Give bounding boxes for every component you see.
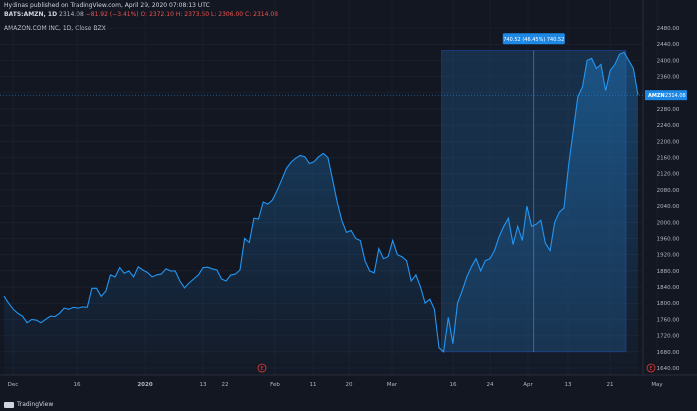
price-axis[interactable]: 2480.002440.002400.002360.002320.002280.… — [642, 0, 680, 375]
price-tag-symbol: AMZN — [648, 93, 665, 99]
x-tick-label: 22 — [222, 382, 229, 388]
footer: TradingView — [4, 401, 53, 408]
ohlc-open: O: 2372.10 — [140, 11, 174, 18]
measure-label: 740.52 (46.45%) 740.52 — [503, 37, 564, 43]
y-tick-label: 2120.00 — [657, 172, 680, 178]
x-tick-label: Apr — [523, 382, 533, 388]
x-tick-label: 21 — [607, 382, 614, 388]
x-tick-label: 16 — [450, 382, 457, 388]
earnings-event-glyph: E — [260, 366, 263, 372]
x-tick-label: 13 — [565, 382, 572, 388]
overlays: AMZN 2314.08 E E — [0, 90, 687, 373]
symbol-label: BATS:AMZN, 1D — [4, 11, 58, 18]
ohlc-close: C: 2314.08 — [245, 11, 278, 18]
footer-brand: TradingView — [17, 401, 54, 408]
price-area — [3, 51, 639, 376]
y-tick-label: 1960.00 — [657, 236, 680, 242]
y-tick-label: 1760.00 — [657, 317, 680, 323]
y-tick-label: 2240.00 — [657, 123, 680, 129]
y-tick-label: 2360.00 — [657, 75, 680, 81]
price-area-fill — [4, 52, 638, 376]
x-tick-label: Dec — [8, 382, 19, 388]
y-tick-label: 1840.00 — [657, 285, 680, 291]
y-tick-label: 2160.00 — [657, 156, 680, 162]
x-tick-label: May — [651, 382, 663, 388]
x-tick-label: 24 — [487, 382, 494, 388]
y-tick-label: 1800.00 — [657, 301, 680, 307]
measure-label-bg — [502, 33, 565, 45]
price-tag-value: 2314.08 — [665, 93, 686, 99]
y-tick-label: 1720.00 — [657, 334, 680, 340]
ohlc-low: L: 2306.00 — [211, 11, 244, 18]
x-tick-label: 2020 — [137, 382, 152, 388]
x-tick-label: Mar — [387, 382, 398, 388]
y-tick-label: 2080.00 — [657, 188, 680, 194]
chart-title: AMAZON.COM INC, 1D, Close BZX — [4, 25, 106, 32]
y-tick-label: 2400.00 — [657, 58, 680, 64]
tradingview-logo-icon — [4, 401, 14, 408]
price-line — [3, 51, 639, 353]
y-tick-label: 1680.00 — [657, 350, 680, 356]
y-tick-label: 1880.00 — [657, 269, 680, 275]
time-axis[interactable]: Dec 16 2020 13 22 Feb 11 20 Mar 16 24 Apr 13 21 May — [0, 374, 697, 388]
y-tick-label: 2200.00 — [657, 139, 680, 145]
x-tick-label: 11 — [310, 382, 317, 388]
y-tick-label: 2040.00 — [657, 204, 680, 210]
x-tick-label: Feb — [270, 382, 280, 388]
y-tick-label: 2480.00 — [657, 26, 680, 32]
price-change: −81.92 (−3.41%) — [85, 11, 139, 18]
y-tick-label: 1640.00 — [657, 366, 680, 372]
x-tick-label: 13 — [200, 382, 207, 388]
y-tick-label: 2440.00 — [657, 42, 680, 48]
x-tick-label: 16 — [74, 382, 81, 388]
y-tick-label: 2280.00 — [657, 107, 680, 113]
price-tag-bg — [645, 90, 687, 101]
x-tick-label: 20 — [346, 382, 353, 388]
quote-line: BATS:AMZN, 1D 2314.08 −81.92 (−3.41%) O:… — [4, 11, 278, 18]
earnings-event-icon — [257, 363, 267, 373]
earnings-event-icon — [646, 363, 656, 373]
last-price: 2314.08 — [59, 11, 84, 18]
y-tick-label: 1920.00 — [657, 253, 680, 259]
ohlc-high: H: 2373.50 — [175, 11, 210, 18]
earnings-event-glyph: E — [649, 366, 652, 372]
publisher-line: Hydinas published on TradingView.com, Ap… — [4, 2, 210, 9]
y-tick-label: 2000.00 — [657, 220, 680, 226]
